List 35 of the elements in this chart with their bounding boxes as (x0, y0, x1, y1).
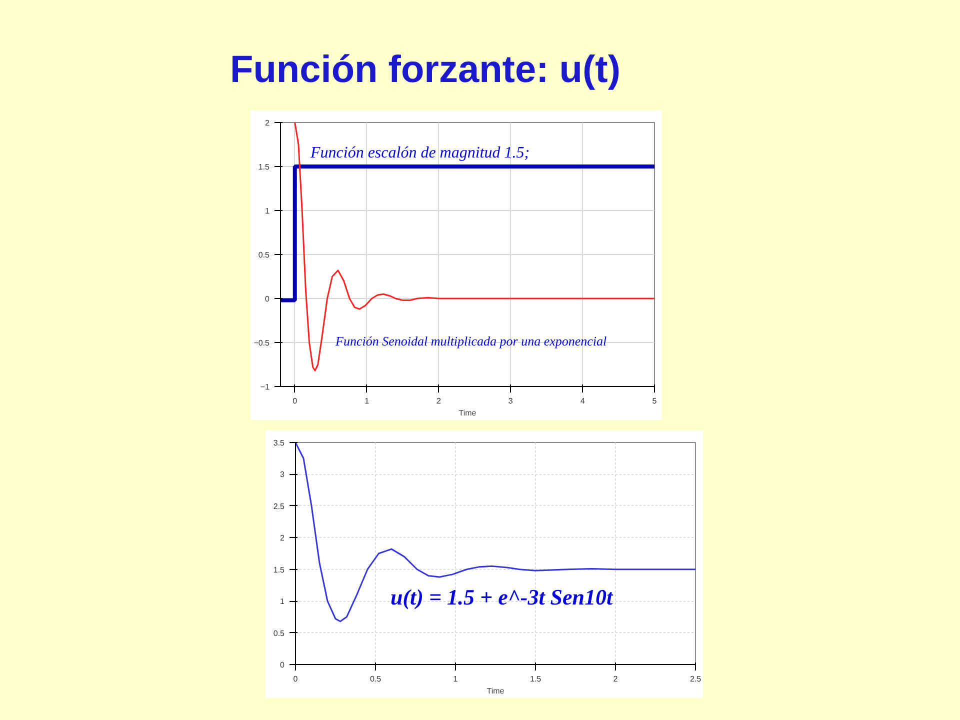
x-tick-label: 0 (293, 674, 298, 684)
x-tick-label: 1 (453, 674, 458, 684)
x-axis-title: Time (458, 408, 477, 418)
annotation: u(t) = 1.5 + e^-3t Sen10t (390, 584, 614, 610)
line-series (294, 122, 654, 372)
y-tick-label: 2.5 (273, 502, 286, 511)
x-tick-label: 0 (292, 396, 298, 406)
line-series (296, 442, 696, 622)
annotation: Función escalón de magnitud 1.5; (310, 144, 530, 162)
y-tick-label: 1.5 (258, 162, 270, 172)
y-tick-label: 2 (280, 534, 286, 543)
y-tick-label: 0.5 (273, 628, 286, 638)
x-tick-label: 2 (613, 674, 618, 684)
x-tick-label: 1.5 (530, 674, 542, 684)
y-tick-label: 3.5 (273, 438, 286, 448)
y-tick-label: 1 (265, 206, 270, 216)
y-tick-label: 3 (280, 470, 286, 480)
y-tick-label: 2 (265, 118, 270, 128)
y-tick-label: 1.5 (273, 565, 286, 574)
x-tick-label: 3 (508, 396, 514, 406)
y-tick-label: −0.5 (254, 338, 270, 348)
x-axis-title: Time (486, 686, 505, 696)
x-tick-label: 2.5 (690, 674, 702, 684)
y-tick-label: 1 (280, 597, 286, 606)
x-tick-label: 5 (652, 396, 658, 406)
annotation: Función Senoidal multiplicada por una exponencial (334, 334, 608, 348)
y-tick-label: 0 (280, 660, 286, 670)
y-tick-label: 0 (265, 294, 270, 304)
x-tick-label: 1 (364, 396, 370, 406)
chart-title: Función forzante: u(t) (230, 48, 620, 93)
x-tick-label: 4 (580, 396, 586, 406)
y-tick-label: 0.5 (258, 250, 270, 260)
y-tick-label: −1 (260, 382, 270, 392)
x-tick-label: 0.5 (370, 674, 382, 684)
x-tick-label: 2 (436, 396, 442, 406)
